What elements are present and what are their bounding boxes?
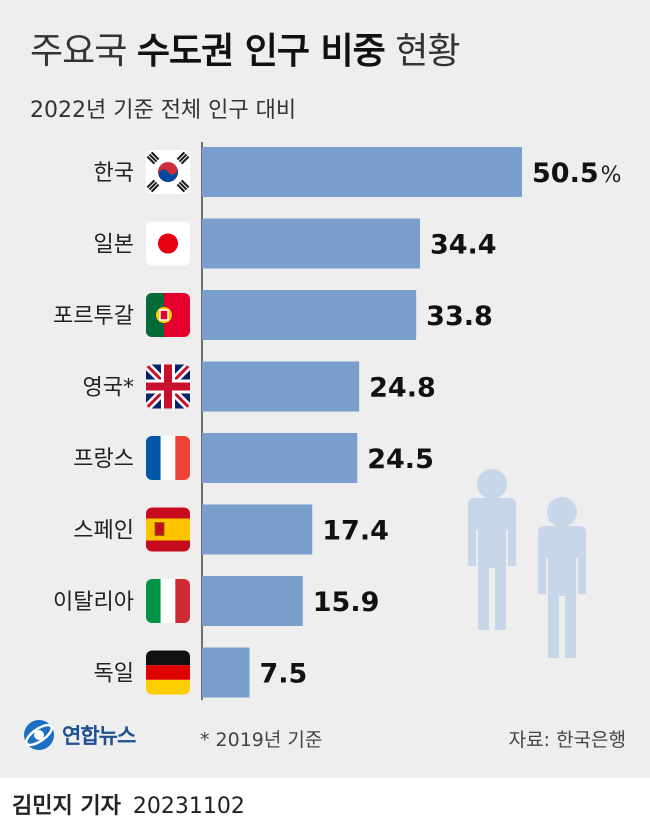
value-label: 7.5 [260, 659, 308, 690]
bar-row: 영국* 24.8 [83, 361, 436, 412]
uk-flag-icon [146, 364, 190, 409]
portugal-flag-icon [146, 293, 190, 337]
chart-title: 주요국 수도권 인구 비중 현황 [30, 22, 460, 74]
bar-row: 포르투갈 33.8 [53, 290, 493, 340]
bar [202, 504, 313, 555]
reporter-name: 김민지 기자 [12, 794, 121, 819]
bar [202, 433, 358, 483]
chart-subtitle: 2022년 기준 전체 인구 대비 [30, 98, 297, 123]
value-label: 15.9 [313, 587, 380, 618]
chart-frame: 주요국 수도권 인구 비중 현황 2022년 기준 전체 인구 대비 한국 50.… [0, 0, 650, 778]
italy-flag-icon [146, 579, 190, 623]
logo-text: 연합뉴스 [62, 724, 136, 748]
footnote: * 2019년 기준 [200, 729, 323, 751]
bar-row: 한국 50.5% [94, 147, 622, 197]
publish-date: 20231102 [132, 794, 245, 819]
bar [202, 361, 360, 412]
category-label: 스페인 [73, 519, 134, 544]
france-flag-icon [146, 436, 190, 480]
value-label: 24.5 [367, 444, 434, 475]
title-highlight: 수도권 인구 비중 [136, 31, 386, 72]
category-label: 이탈리아 [53, 590, 134, 615]
yonhap-logo-icon [24, 720, 54, 750]
bar-row: 일본 34.4 [94, 218, 497, 269]
bar-row: 이탈리아 15.9 [53, 576, 379, 626]
category-label: 한국 [94, 161, 134, 186]
value-label: 33.8 [426, 301, 493, 332]
bar-chart: 한국 50.5% 일본 34.4 포르투갈 33.8 영국* 24.8 프랑스 24.5 스페인 17… [53, 142, 622, 700]
source-note: 자료: 한국은행 [508, 729, 626, 751]
bar-row: 프랑스 24.5 [73, 433, 434, 483]
bar-row: 독일 7.5 [94, 647, 308, 698]
category-label: 독일 [94, 662, 134, 687]
people-illustration-icon [468, 469, 586, 658]
spain-flag-icon [146, 507, 190, 552]
bar-row: 스페인 17.4 [73, 504, 389, 555]
title-suffix: 현황 [395, 31, 460, 72]
category-label: 일본 [94, 233, 134, 258]
value-label: 50.5% [532, 158, 622, 189]
bar [202, 647, 250, 698]
value-label: 24.8 [369, 373, 436, 404]
title-prefix: 주요국 [30, 31, 127, 72]
category-label: 프랑스 [73, 447, 134, 472]
japan-flag-icon [146, 221, 190, 266]
category-label: 포르투갈 [53, 304, 134, 329]
byline: 김민지 기자 20231102 [12, 788, 245, 820]
bar [202, 290, 417, 340]
yonhap-logo: 연합뉴스 [22, 718, 136, 752]
germany-flag-icon [146, 650, 190, 695]
bar [202, 147, 522, 197]
korea-flag-icon [146, 150, 190, 194]
value-label: 34.4 [430, 230, 497, 261]
unit-label: % [601, 163, 622, 188]
bar [202, 576, 303, 626]
bar [202, 218, 420, 269]
value-label: 17.4 [322, 516, 389, 547]
category-label: 영국* [83, 376, 134, 401]
